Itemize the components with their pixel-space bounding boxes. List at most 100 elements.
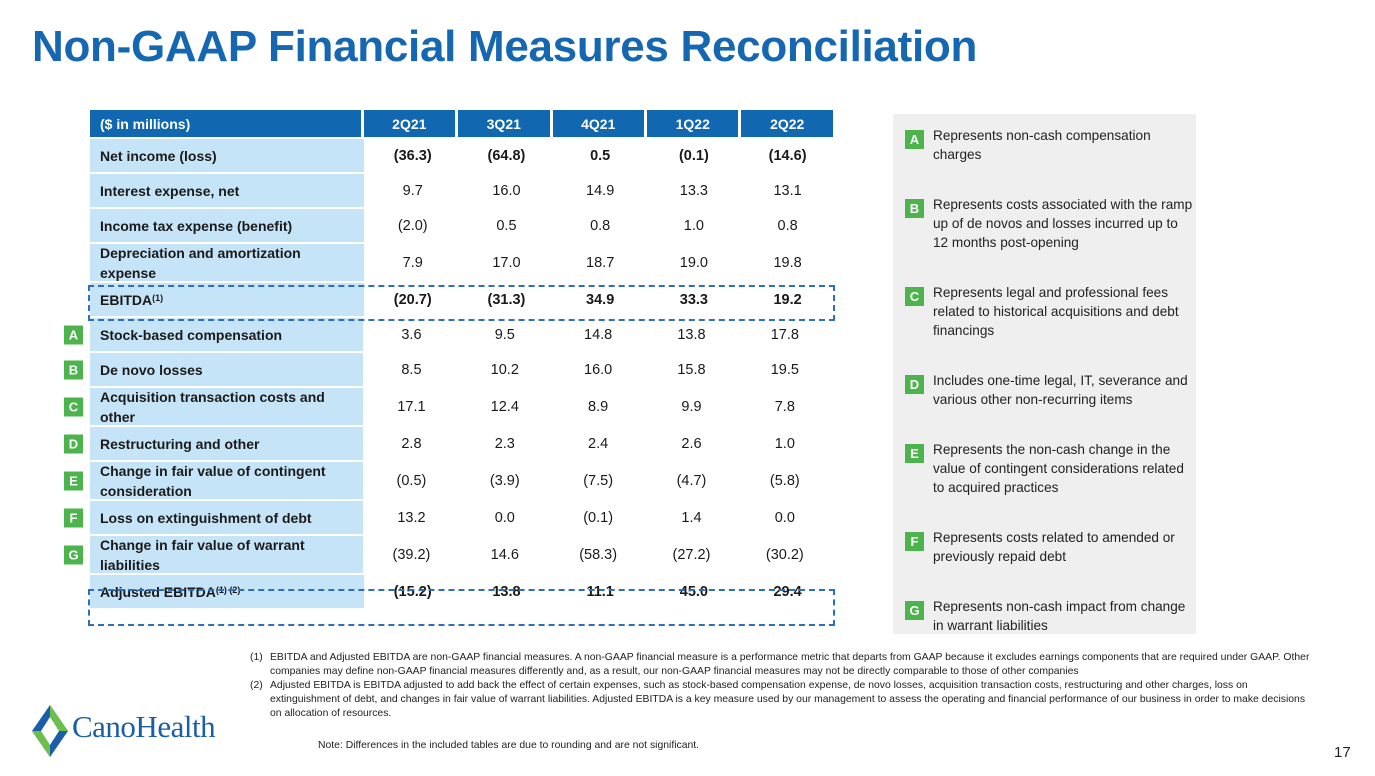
value-cell: 9.9 (681, 398, 702, 415)
table-row: Acquisition transaction costs and other 1… (64, 388, 833, 425)
row-badge: G (64, 545, 83, 564)
table-row: Restructuring and other 2.8 2.3 2.4 2.6 1.0 D (64, 427, 833, 460)
row-label-text: Net income (loss) (100, 147, 217, 164)
row-badge: A (64, 325, 83, 344)
period-header: 1Q22 (647, 110, 739, 137)
value-cell: (15.2) (393, 583, 432, 600)
value-cell: (0.1) (583, 509, 614, 526)
value-cell: 16.0 (584, 361, 613, 378)
value-cell: 17.1 (397, 398, 426, 415)
value-cell: (3.9) (489, 472, 520, 489)
value-cell: 16.0 (492, 182, 521, 199)
value-cell: 14.8 (584, 326, 613, 343)
footnote: (1) EBITDA and Adjusted EBITDA are non-G… (250, 651, 1310, 679)
value-cell: 12.4 (490, 398, 519, 415)
legend-text: Includes one-time legal, IT, severance a… (933, 373, 1188, 407)
value-cell: 0.0 (494, 509, 515, 526)
value-cell: (7.5) (583, 472, 614, 489)
row-badge: C (64, 397, 83, 416)
table-row: De novo losses 8.5 10.2 16.0 15.8 19.5 B (64, 353, 833, 386)
value-cell: (30.2) (765, 546, 804, 563)
row-badge: E (64, 471, 83, 490)
value-cell: 8.5 (401, 361, 422, 378)
row-label: Interest expense, net (90, 174, 365, 207)
value-cell: 0.5 (496, 217, 517, 234)
row-label-text: EBITDA (100, 291, 153, 308)
value-cell: (64.8) (487, 147, 526, 164)
value-cell: (5.8) (769, 472, 800, 489)
value-cell: (58.3) (579, 546, 618, 563)
row-label-text: Income tax expense (benefit) (100, 217, 293, 234)
value-cell: 2.4 (588, 435, 609, 452)
value-cell: 13.3 (679, 182, 708, 199)
value-cell: 29.4 (773, 583, 802, 600)
footnote-number: (1) (250, 652, 263, 663)
period-header: 2Q21 (363, 110, 456, 137)
row-label-text: Loss on extinguishment of debt (100, 509, 312, 526)
value-cell: 19.0 (679, 254, 708, 271)
value-cell: 13.8 (677, 326, 706, 343)
value-cell: 33.3 (679, 291, 708, 308)
period-header: 4Q21 (552, 110, 644, 137)
value-cell: 17.8 (770, 326, 799, 343)
row-label: Adjusted EBITDA(1) (2) (90, 575, 365, 608)
footnote-number: (2) (250, 680, 263, 691)
value-cell: 1.4 (681, 509, 702, 526)
row-label: Depreciation and amortization expense (90, 244, 365, 281)
value-cell: (2.0) (397, 217, 428, 234)
legend-badge: C (905, 287, 924, 306)
value-cell: 9.5 (494, 326, 515, 343)
footnote: (2) Adjusted EBITDA is EBITDA adjusted t… (250, 679, 1310, 721)
row-label-text: Change in fair value of contingent consi… (100, 462, 326, 499)
value-cell: 14.6 (490, 546, 519, 563)
rounding-note: Note: Differences in the included tables… (318, 740, 700, 751)
legend-badge: A (905, 130, 924, 149)
value-cell: 0.8 (590, 217, 611, 234)
value-cell: 1.0 (774, 435, 795, 452)
table-header: ($ in millions) 2Q21 3Q21 4Q21 1Q22 2Q22 (90, 110, 833, 137)
footnote-text: EBITDA and Adjusted EBITDA are non-GAAP … (270, 652, 1310, 677)
table-row: Adjusted EBITDA(1) (2) (15.2) 13.8 11.1 45.0… (90, 575, 833, 608)
legend-text: Represents costs associated with the ram… (933, 197, 1193, 250)
value-cell: 3.6 (401, 326, 422, 343)
row-label-text: Restructuring and other (100, 435, 260, 452)
value-cell: 14.9 (586, 182, 615, 199)
row-label: Net income (loss) (90, 139, 365, 172)
footnote-ref: (1) (152, 292, 164, 303)
value-cell: 2.8 (401, 435, 422, 452)
row-label-text: Change in fair value of warrant liabilit… (100, 536, 305, 573)
legend-badge: F (905, 532, 924, 551)
row-label: Restructuring and other (90, 427, 364, 460)
footnote-ref: (1) (2) (215, 584, 241, 595)
value-cell: 9.7 (402, 182, 423, 199)
row-badge: F (64, 508, 83, 527)
table-row: Income tax expense (benefit) (2.0) 0.5 0.8 1… (90, 209, 833, 242)
legend-panel: A Represents non-cash compensation charge… (893, 114, 1196, 634)
row-label: Change in fair value of contingent consi… (90, 462, 364, 499)
value-cell: 15.8 (677, 361, 706, 378)
row-label: Stock-based compensation (90, 318, 364, 351)
value-cell: 19.5 (770, 361, 799, 378)
value-cell: 10.2 (490, 361, 519, 378)
row-label: Change in fair value of warrant liabilit… (90, 536, 364, 573)
header-label: ($ in millions) (90, 110, 361, 137)
legend-text: Represents the non-cash change in the va… (933, 442, 1184, 495)
legend-badge: E (905, 444, 924, 463)
value-cell: (39.2) (392, 546, 431, 563)
row-badge: D (64, 434, 83, 453)
value-cell: 13.2 (397, 509, 426, 526)
company-logo: CanoHealth (30, 703, 250, 759)
page-title: Non-GAAP Financial Measures Reconciliati… (32, 22, 978, 71)
legend-badge: B (905, 199, 924, 218)
logo-wordmark: CanoHealth (72, 709, 216, 744)
value-cell: (31.3) (487, 291, 526, 308)
value-cell: (27.2) (672, 546, 711, 563)
value-cell: (14.6) (768, 147, 807, 164)
row-label-text: Stock-based compensation (100, 326, 283, 343)
table-row: Stock-based compensation 3.6 9.5 14.8 13.8 17… (64, 318, 833, 351)
footnote-text: Adjusted EBITDA is EBITDA adjusted to ad… (270, 680, 1306, 719)
row-label-text: Interest expense, net (100, 182, 240, 199)
legend-badge: D (905, 375, 924, 394)
value-cell: 2.6 (681, 435, 702, 452)
value-cell: 13.8 (492, 583, 521, 600)
